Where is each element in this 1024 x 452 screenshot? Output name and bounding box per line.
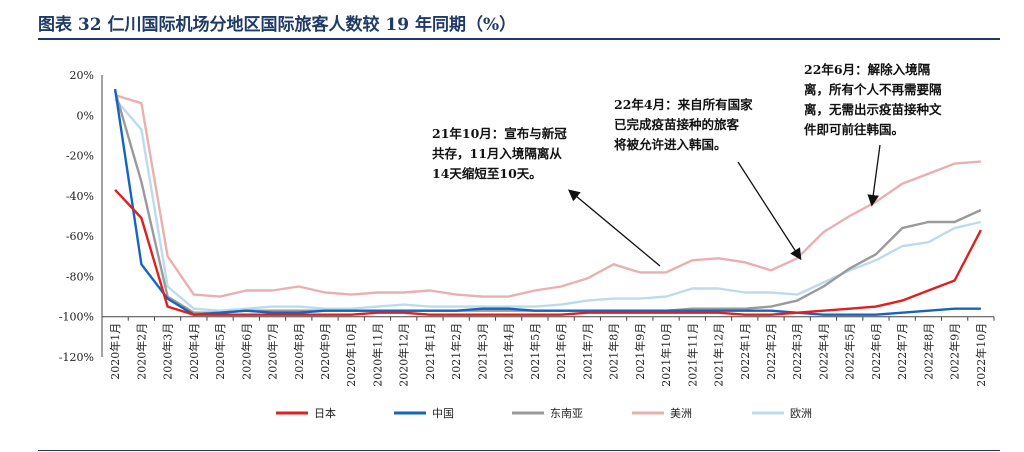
x-tick-label: 2021年3月: [475, 323, 489, 380]
x-tick-label: 2020年2月: [134, 323, 148, 380]
x-tick-label: 2022年10月: [974, 323, 988, 387]
annotation-2022-apr: 22年4月：来自所有国家 已完成疫苗接种的旅客 将被允许进入韩国。: [614, 97, 753, 152]
y-tick-label: -40%: [66, 190, 94, 203]
x-tick-label: 2020年9月: [318, 323, 332, 380]
x-tick-label: 2021年11月: [685, 323, 699, 387]
x-tick-label: 2022年5月: [843, 323, 857, 380]
footer-rule: [38, 450, 1000, 451]
legend-label: 东南亚: [550, 407, 583, 420]
x-tick-label: 2021年12月: [712, 323, 726, 387]
x-tick-label: 2022年7月: [895, 323, 909, 380]
annotation-arrow-2022-apr: [737, 161, 802, 261]
x-tick-label: 2022年3月: [790, 323, 804, 380]
legend-label: 中国: [432, 407, 454, 420]
x-tick-label: 2022年8月: [921, 323, 935, 380]
y-tick-label: -20%: [66, 150, 94, 163]
annotation-2021-oct: 21年10月：宣布与新冠 共存，11月入境隔离从 14天缩短至10天。: [432, 126, 567, 181]
x-tick-label: 2020年6月: [239, 323, 253, 380]
x-tick-label: 2021年5月: [528, 323, 542, 380]
series-line-3: [114, 93, 981, 298]
x-tick-label: 2021年1月: [423, 323, 437, 380]
title-rule: [38, 38, 1000, 40]
x-tick-label: 2020年3月: [161, 323, 175, 380]
annotation-arrow-2021-oct: [568, 189, 661, 267]
x-tick-label: 2022年4月: [816, 323, 830, 380]
x-tick-label: 2022年2月: [764, 323, 778, 380]
x-tick-label: 2022年6月: [869, 323, 883, 380]
y-tick-label: 0%: [77, 109, 94, 122]
x-tick-label: 2021年7月: [580, 323, 594, 380]
y-tick-label: -60%: [66, 230, 94, 243]
annotation-2022-jun: 22年6月：解除入境隔 离，所有个人不再需要隔 离，无需出示疫苗接种文 件即可前…: [804, 62, 942, 137]
annotation-arrow-2022-jun: [867, 144, 881, 207]
x-tick-label: 2022年1月: [738, 323, 752, 380]
x-tick-label: 2021年6月: [554, 323, 568, 380]
chart-title: 图表 32 仁川国际机场分地区国际旅客人数较 19 年同期（%）: [38, 15, 517, 35]
x-tick-label: 2020年5月: [213, 323, 227, 380]
legend-label: 欧洲: [790, 407, 812, 420]
x-tick-label: 2020年7月: [266, 323, 280, 380]
x-tick-label: 2022年9月: [948, 323, 962, 380]
y-tick-label: -100%: [59, 311, 94, 324]
x-tick-label: 2021年2月: [449, 323, 463, 380]
x-tick-label: 2021年10月: [659, 323, 673, 387]
x-tick-label: 2020年8月: [292, 323, 306, 380]
series-line-1: [113, 88, 981, 316]
series-line-0: [114, 188, 982, 316]
legend-label: 美洲: [670, 407, 692, 420]
y-tick-label: -80%: [66, 270, 94, 283]
x-tick-label: 2021年9月: [633, 323, 647, 380]
y-tick-label: -120%: [59, 351, 94, 364]
legend-label: 日本: [314, 406, 336, 420]
x-tick-label: 2021年4月: [502, 323, 516, 380]
x-tick-label: 2021年8月: [607, 323, 621, 380]
x-tick-label: 2020年12月: [397, 323, 411, 387]
x-tick-label: 2020年4月: [187, 323, 201, 380]
x-tick-label: 2020年11月: [370, 323, 384, 387]
y-tick-label: 20%: [70, 69, 94, 82]
x-tick-label: 2020年1月: [108, 323, 122, 380]
x-tick-label: 2020年10月: [344, 323, 358, 387]
